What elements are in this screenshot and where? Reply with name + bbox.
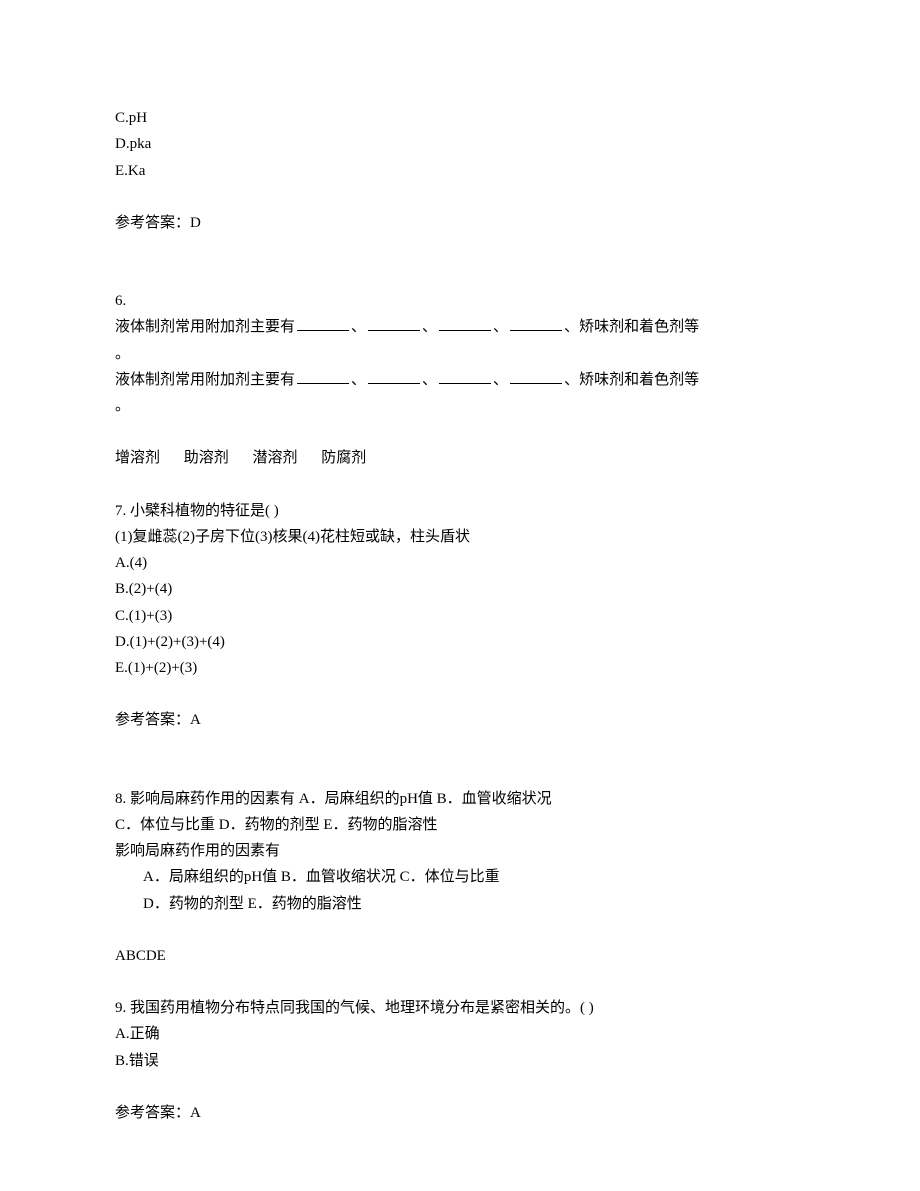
q6-stem-prefix: 液体制剂常用附加剂主要有 xyxy=(115,319,295,335)
q6-ans4: 防腐剂 xyxy=(321,450,366,466)
q6-number: 6. xyxy=(115,288,805,314)
q6-stem-line1-end: 。 xyxy=(115,341,805,367)
q7-option-a: A.(4) xyxy=(115,550,805,576)
q6-stem-line1: 液体制剂常用附加剂主要有 、 、 、 、矫味剂和着色剂等 xyxy=(115,314,805,340)
q7-option-b: B.(2)+(4) xyxy=(115,576,805,602)
q5-option-c: C.pH xyxy=(115,105,805,131)
sep: 、 xyxy=(422,372,437,388)
q6-stem-line2: 液体制剂常用附加剂主要有 、 、 、 、矫味剂和着色剂等 xyxy=(115,367,805,393)
fill-blank xyxy=(439,316,491,331)
q9-option-a: A.正确 xyxy=(115,1021,805,1047)
sep: 、 xyxy=(493,319,508,335)
fill-blank xyxy=(510,369,562,384)
q8-answer: ABCDE xyxy=(115,943,805,969)
q9-stem: 9. 我国药用植物分布特点同我国的气候、地理环境分布是紧密相关的。( ) xyxy=(115,995,805,1021)
q6-stem-suffix1: 、矫味剂和着色剂等 xyxy=(564,319,699,335)
sep: 、 xyxy=(422,319,437,335)
q6-ans1: 增溶剂 xyxy=(115,450,160,466)
q5-answer: 参考答案：D xyxy=(115,210,805,236)
q7-answer: 参考答案：A xyxy=(115,707,805,733)
q7-option-e: E.(1)+(2)+(3) xyxy=(115,655,805,681)
q8-line3: 影响局麻药作用的因素有 xyxy=(115,838,805,864)
q6-ans2: 助溶剂 xyxy=(184,450,229,466)
sep: 、 xyxy=(351,372,366,388)
q7-option-c: C.(1)+(3) xyxy=(115,603,805,629)
q8-line4: A．局麻组织的pH值 B．血管收缩状况 C．体位与比重 xyxy=(115,864,805,890)
fill-blank xyxy=(297,316,349,331)
q7-option-d: D.(1)+(2)+(3)+(4) xyxy=(115,629,805,655)
sep: 、 xyxy=(493,372,508,388)
q7-stem: 7. 小檗科植物的特征是( ) xyxy=(115,498,805,524)
q9-answer: 参考答案：A xyxy=(115,1100,805,1126)
fill-blank xyxy=(368,369,420,384)
q5-option-e: E.Ka xyxy=(115,158,805,184)
q6-stem-line2-end: 。 xyxy=(115,393,805,419)
q6-stem-suffix2: 、矫味剂和着色剂等 xyxy=(564,372,699,388)
q9-option-b: B.错误 xyxy=(115,1048,805,1074)
q8-line2: C．体位与比重 D．药物的剂型 E．药物的脂溶性 xyxy=(115,812,805,838)
q6-ans3: 潜溶剂 xyxy=(253,450,298,466)
q8-line1: 8. 影响局麻药作用的因素有 A．局麻组织的pH值 B．血管收缩状况 xyxy=(115,786,805,812)
fill-blank xyxy=(510,316,562,331)
fill-blank xyxy=(297,369,349,384)
q6-stem-prefix-2: 液体制剂常用附加剂主要有 xyxy=(115,372,295,388)
fill-blank xyxy=(368,316,420,331)
fill-blank xyxy=(439,369,491,384)
q5-option-d: D.pka xyxy=(115,131,805,157)
q7-features: (1)复雌蕊(2)子房下位(3)核果(4)花柱短或缺，柱头盾状 xyxy=(115,524,805,550)
q6-answers: 增溶剂 助溶剂 潜溶剂 防腐剂 xyxy=(115,445,805,471)
sep: 、 xyxy=(351,319,366,335)
q8-line5: D．药物的剂型 E．药物的脂溶性 xyxy=(115,891,805,917)
